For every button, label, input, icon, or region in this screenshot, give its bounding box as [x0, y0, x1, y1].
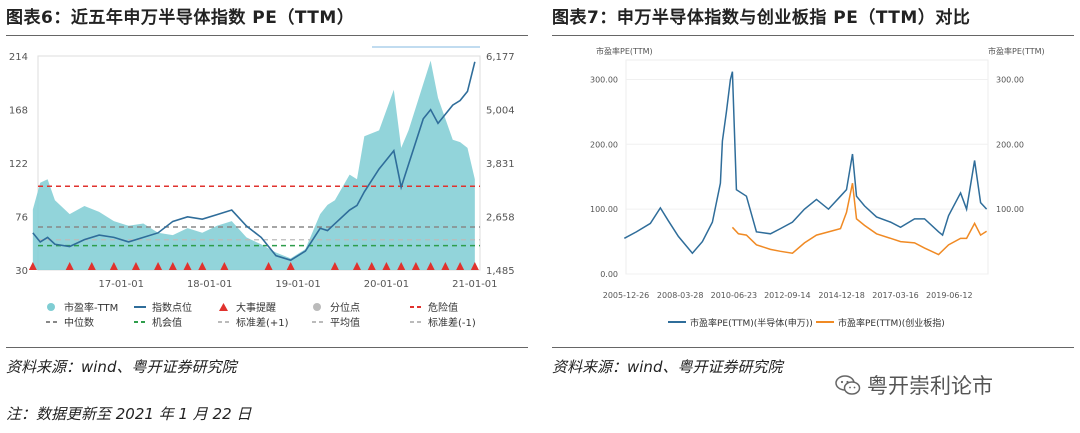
pe-ttm-area	[32, 60, 475, 270]
legend-label: 市盈率PE(TTM)(创业板指)	[838, 317, 945, 329]
event-marker	[28, 262, 37, 270]
x-tick-label: 2017-03-16	[872, 291, 919, 300]
right-source: 资料来源：wind、粤开证券研究院	[552, 358, 783, 376]
left-note: 注：数据更新至 2021 年 1 月 22 日	[6, 405, 252, 423]
x-tick-label: 2019-06-12	[926, 291, 973, 300]
legend-label: 大事提醒	[236, 301, 276, 314]
x-tick-label: 17-01-01	[99, 279, 144, 290]
y-left-tick-label: 0.00	[600, 270, 618, 279]
y-right-tick-label: 100.00	[996, 205, 1024, 214]
x-tick-label: 2010-06-23	[711, 291, 758, 300]
legend-label: 分位点	[330, 301, 360, 314]
y-right-axis-label: 市盈率PE(TTM)	[988, 46, 1045, 56]
event-marker	[441, 262, 450, 270]
event-marker	[426, 262, 435, 270]
event-marker	[382, 262, 391, 270]
y-right-tick-label: 2,658	[486, 213, 515, 224]
x-tick-label: 2008-03-28	[657, 291, 704, 300]
watermark-text: 粤开崇利论市	[867, 374, 993, 398]
y-left-tick-label: 214	[9, 52, 28, 63]
x-tick-label: 21-01-01	[452, 279, 497, 290]
x-tick-label: 19-01-01	[275, 279, 320, 290]
legend-label: 标准差(-1)	[428, 316, 476, 329]
left-chart-title: 图表6：近五年申万半导体指数 PE（TTM）	[6, 8, 355, 28]
legend-label: 机会值	[152, 316, 182, 329]
x-tick-label: 2012-09-14	[764, 291, 811, 300]
x-tick-label: 20-01-01	[364, 279, 409, 290]
event-marker	[198, 262, 207, 270]
y-left-tick-label: 300.00	[590, 75, 618, 84]
y-left-tick-label: 122	[9, 159, 28, 170]
event-marker	[109, 262, 118, 270]
right-footer-rule	[552, 347, 1074, 348]
event-marker	[367, 262, 376, 270]
legend-label: 指数点位	[152, 301, 192, 314]
legend-label: 标准差(+1)	[236, 316, 289, 329]
x-tick-label: 2005-12-26	[603, 291, 650, 300]
event-marker	[220, 262, 229, 270]
event-marker	[183, 262, 192, 270]
watermark: 粤开崇利论市	[835, 370, 993, 400]
event-marker	[411, 262, 420, 270]
y-right-tick-label: 200.00	[996, 140, 1024, 149]
y-left-tick-label: 168	[9, 106, 28, 117]
right-title-rule	[552, 35, 1074, 36]
legend-swatch	[219, 303, 228, 311]
chinext-pe-line	[731, 183, 988, 256]
y-left-tick-label: 30	[15, 266, 28, 277]
event-marker	[286, 262, 295, 270]
legend-label: 中位数	[64, 316, 94, 329]
left-title-rule	[6, 35, 528, 36]
y-right-tick-label: 6,177	[486, 52, 515, 63]
y-right-tick-label: 3,831	[486, 159, 515, 170]
y-left-tick-label: 200.00	[590, 140, 618, 149]
left-source: 资料来源：wind、粤开证券研究院	[6, 358, 237, 376]
y-right-tick-label: 300.00	[996, 75, 1024, 84]
index-level-line	[32, 61, 476, 262]
event-marker	[168, 262, 177, 270]
x-tick-label: 2014-12-18	[818, 291, 865, 300]
right-pe-comparison-chart: 市盈率PE(TTM) 市盈率PE(TTM) 0.00 100.00 200.00 300.…	[590, 46, 1045, 329]
event-marker	[330, 262, 339, 270]
x-tick-label: 18-01-01	[187, 279, 232, 290]
legend-swatch	[313, 303, 321, 311]
event-marker	[397, 262, 406, 270]
event-marker	[264, 262, 273, 270]
legend-label: 市盈率-TTM	[64, 301, 118, 314]
y-left-axis-label: 市盈率PE(TTM)	[596, 46, 653, 56]
legend-swatch	[47, 303, 55, 311]
left-footer-rule	[6, 347, 528, 348]
y-left-tick-label: 100.00	[590, 205, 618, 214]
legend-label: 市盈率PE(TTM)(半导体(申万))	[690, 317, 813, 329]
event-marker	[352, 262, 361, 270]
right-chart-title: 图表7：申万半导体指数与创业板指 PE（TTM）对比	[552, 8, 971, 28]
left-pe-chart: 30 76 122 168 214 1,485 2,658 3,831 5,004 6,177 17…	[9, 46, 515, 329]
event-marker	[87, 262, 96, 270]
y-right-tick-label: 5,004	[486, 106, 515, 117]
event-marker	[470, 262, 479, 270]
event-marker	[456, 262, 465, 270]
event-marker	[65, 262, 74, 270]
y-left-tick-label: 76	[15, 213, 28, 224]
legend-label: 危险值	[428, 301, 458, 314]
event-marker	[131, 262, 140, 270]
legend-label: 平均值	[330, 316, 360, 329]
event-marker	[154, 262, 163, 270]
y-right-tick-label: 1,485	[486, 266, 515, 277]
wechat-icon	[835, 375, 861, 395]
semiconductor-pe-line	[623, 71, 988, 255]
